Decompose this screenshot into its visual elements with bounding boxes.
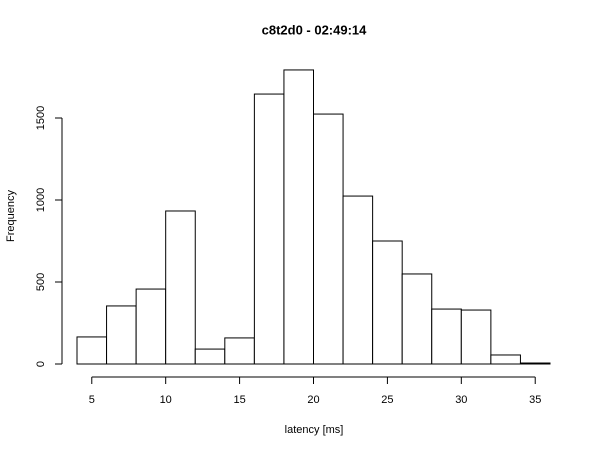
bar (519, 362, 551, 365)
bar (283, 69, 314, 365)
y-tick-label: 0 (35, 361, 47, 367)
y-tick-label: 1500 (35, 106, 47, 130)
x-tick-label: 20 (307, 394, 319, 406)
x-tick-label: 5 (89, 394, 95, 406)
y-axis-label: Frequency (5, 190, 17, 242)
y-tick-label: 500 (35, 273, 47, 291)
bar (165, 210, 196, 365)
bar (135, 288, 167, 365)
bar (106, 305, 137, 365)
bar (401, 273, 433, 365)
x-tick-label: 30 (455, 394, 467, 406)
bar (224, 337, 255, 365)
bar (342, 195, 374, 365)
x-tick-label: 10 (160, 394, 172, 406)
x-axis-label: latency [ms] (285, 424, 344, 436)
x-tick-label: 25 (381, 394, 393, 406)
y-tick-label: 1000 (35, 188, 47, 212)
bar (460, 309, 492, 365)
bar (194, 348, 226, 365)
x-tick-label: 35 (529, 394, 541, 406)
bar (431, 308, 462, 365)
bar (313, 113, 344, 365)
chart-title: c8t2d0 - 02:49:14 (262, 22, 368, 37)
bar (253, 93, 285, 365)
bar (490, 354, 521, 365)
bar (372, 240, 403, 365)
bar (76, 336, 108, 365)
x-tick-label: 15 (233, 394, 245, 406)
